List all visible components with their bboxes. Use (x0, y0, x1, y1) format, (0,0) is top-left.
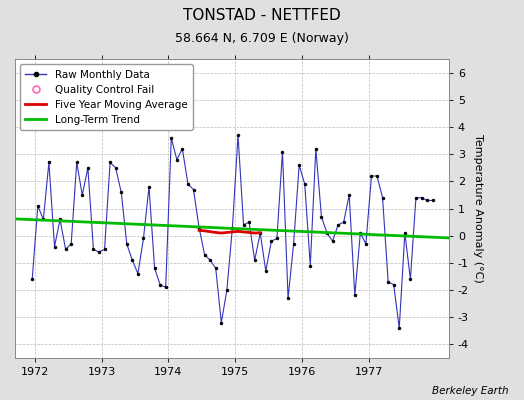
Text: 58.664 N, 6.709 E (Norway): 58.664 N, 6.709 E (Norway) (175, 32, 349, 45)
Y-axis label: Temperature Anomaly (°C): Temperature Anomaly (°C) (473, 134, 483, 283)
Text: Berkeley Earth: Berkeley Earth (432, 386, 508, 396)
Text: TONSTAD - NETTFED: TONSTAD - NETTFED (183, 8, 341, 23)
Legend: Raw Monthly Data, Quality Control Fail, Five Year Moving Average, Long-Term Tren: Raw Monthly Data, Quality Control Fail, … (20, 64, 192, 130)
